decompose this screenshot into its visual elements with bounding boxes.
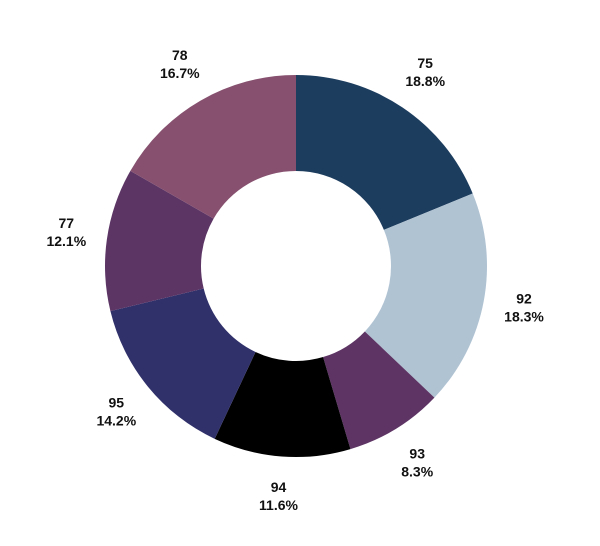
slice-value-label: 18.8% <box>405 73 445 89</box>
slice-category-label: 77 <box>59 215 75 231</box>
slice-value-label: 8.3% <box>401 464 433 480</box>
slice-value-label: 16.7% <box>160 65 200 81</box>
slice-value-label: 18.3% <box>504 308 544 324</box>
slice-category-label: 95 <box>109 394 125 410</box>
slice-value-label: 11.6% <box>259 497 298 513</box>
slice-value-label: 12.1% <box>46 233 86 249</box>
donut-slice <box>105 170 214 312</box>
donut-slice <box>323 331 435 450</box>
slice-category-label: 78 <box>172 47 188 63</box>
slice-value-label: 14.2% <box>96 412 136 428</box>
donut-slice <box>214 351 351 457</box>
donut-slice <box>110 288 256 439</box>
donut-slice <box>364 193 488 398</box>
slice-category-label: 75 <box>417 55 433 71</box>
slice-category-label: 93 <box>409 446 425 462</box>
donut-slice <box>296 75 473 230</box>
slice-category-label: 92 <box>516 290 532 306</box>
slice-category-label: 94 <box>271 479 287 495</box>
donut-slice <box>130 75 296 219</box>
